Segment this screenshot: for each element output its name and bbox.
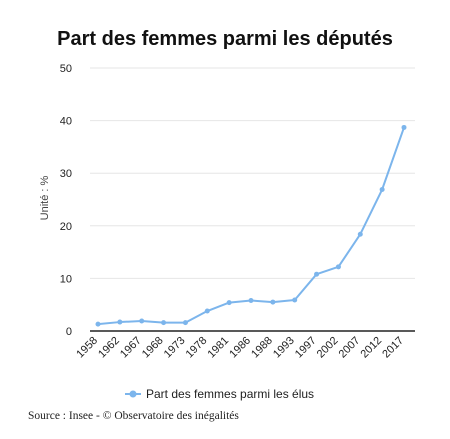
- x-axis-ticks: 1958196219671968197319781981198619881993…: [74, 335, 406, 361]
- data-point: [314, 271, 320, 277]
- source-note: Source : Insee - © Observatoire des inég…: [28, 410, 239, 422]
- x-tick-label: 1973: [162, 335, 188, 361]
- legend-label: Part des femmes parmi les élus: [146, 387, 314, 401]
- data-point: [204, 308, 210, 314]
- data-point: [182, 320, 188, 326]
- data-point: [357, 231, 363, 237]
- legend-marker-symbol: [129, 390, 137, 398]
- x-tick-label: 2002: [315, 335, 341, 361]
- y-tick-label: 30: [60, 168, 72, 180]
- y-tick-label: 0: [66, 326, 72, 338]
- legend[interactable]: Part des femmes parmi les élus: [125, 387, 314, 401]
- y-tick-label: 40: [60, 116, 72, 128]
- y-tick-label: 50: [60, 63, 72, 75]
- x-tick-label: 1958: [74, 335, 100, 361]
- gridlines: [90, 67, 415, 332]
- x-tick-label: 2007: [337, 335, 363, 361]
- y-axis-title: Unité : %: [39, 175, 51, 220]
- data-point: [161, 320, 167, 326]
- y-axis-ticks: 0 10 20 30 40 50: [60, 63, 72, 338]
- x-tick-label: 1986: [227, 335, 253, 361]
- x-tick-label: 1997: [293, 335, 319, 361]
- data-point: [270, 299, 276, 305]
- data-point: [335, 264, 341, 270]
- data-point: [95, 321, 101, 327]
- data-point: [379, 187, 385, 193]
- x-tick-label: 1967: [118, 335, 144, 361]
- data-point: [401, 124, 407, 130]
- x-tick-label: 1993: [271, 335, 297, 361]
- x-tick-label: 1978: [184, 335, 210, 361]
- x-tick-label: 1962: [96, 335, 122, 361]
- chart-title: Part des femmes parmi les députés: [57, 28, 393, 50]
- data-point: [226, 300, 232, 306]
- data-point: [139, 318, 145, 324]
- y-tick-label: 10: [60, 273, 72, 285]
- y-tick-label: 20: [60, 221, 72, 233]
- x-tick-label: 1981: [205, 335, 231, 361]
- x-tick-label: 2012: [358, 335, 384, 361]
- x-tick-label: 2017: [380, 335, 406, 361]
- data-point: [248, 297, 254, 303]
- data-point: [292, 297, 298, 303]
- x-tick-label: 1988: [249, 335, 275, 361]
- data-point: [117, 319, 123, 325]
- x-tick-label: 1968: [140, 335, 166, 361]
- series-layer: [95, 124, 407, 327]
